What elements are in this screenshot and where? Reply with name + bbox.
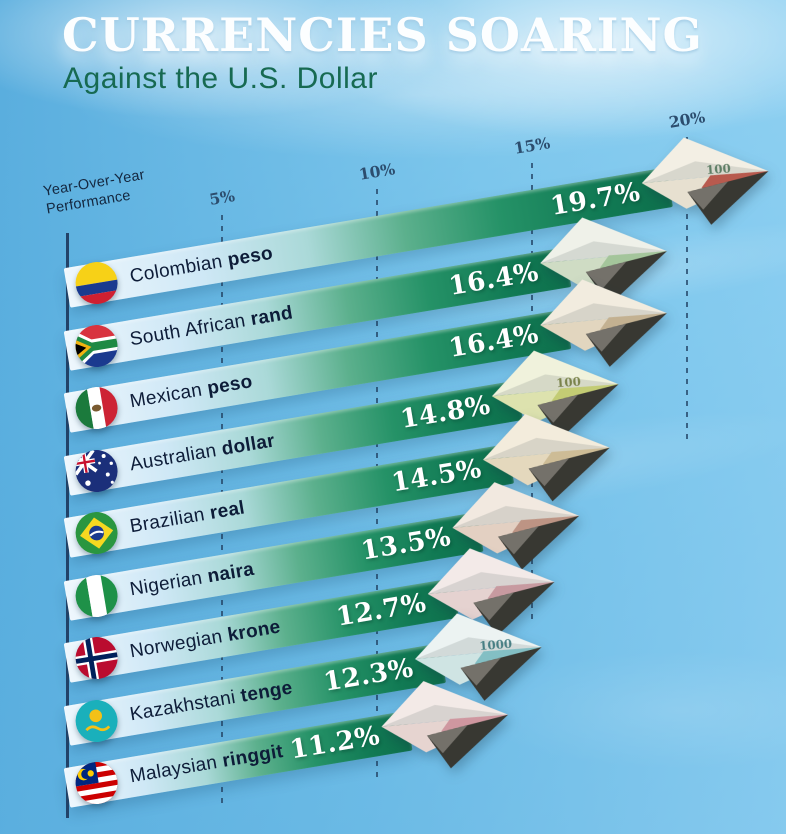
bar-row: Norwegian krone 12.7% — [63, 548, 555, 683]
svg-text:100: 100 — [706, 161, 732, 177]
country-name: Norwegian — [128, 626, 225, 663]
currency-name: real — [208, 497, 247, 524]
currency-label: Brazilian real — [127, 489, 248, 548]
australia-flag-icon — [72, 446, 121, 495]
currency-bar: Colombian peso 19.7% — [63, 167, 673, 308]
paper-plane-icon — [413, 528, 564, 649]
bar-row: Colombian peso 19.7% 100 — [63, 137, 769, 308]
paper-plane-icon: 100 — [627, 117, 778, 238]
currency-bar: South African rand 16.4% — [63, 246, 572, 371]
bar-row: Australian dollar 14.8% 100 — [63, 350, 619, 496]
currency-bar: Mexican peso 16.4% — [63, 309, 572, 433]
currency-label: Norwegian krone — [127, 608, 284, 673]
currency-bar: Kazakhstani tenge 12.3% — [63, 642, 447, 746]
country-name: Australian — [128, 439, 219, 475]
currency-name: ringgit — [220, 740, 285, 772]
country-name: Colombian — [128, 251, 225, 288]
bar-row: Mexican peso 16.4% — [63, 279, 667, 433]
brazil-flag-icon — [72, 508, 121, 558]
country-name: Nigerian — [128, 567, 204, 600]
currency-label: Colombian peso — [127, 234, 276, 297]
bar-value-label: 11.2% — [287, 720, 383, 766]
currency-label: South African rand — [127, 293, 296, 360]
paper-plane-icon — [526, 259, 677, 380]
axis-title: Year-Over-Year Performance — [42, 166, 149, 219]
currency-label: Mexican peso — [127, 362, 256, 422]
currency-name: krone — [226, 616, 283, 646]
currency-name: tenge — [239, 676, 295, 707]
currency-bar: Australian dollar 14.8% — [63, 380, 524, 496]
currency-bar: Malaysian ringgit 11.2% — [63, 711, 413, 808]
mexico-flag-icon — [72, 383, 121, 433]
paper-plane-icon: 1000 — [400, 593, 551, 714]
south-africa-flag-icon — [72, 321, 121, 370]
currency-name: rand — [249, 301, 295, 330]
currency-bar: Norwegian krone 12.7% — [63, 578, 459, 683]
bar-row: Kazakhstani tenge 12.3% 1000 — [63, 612, 542, 746]
page-title: CURRENCIES SOARING — [62, 8, 703, 62]
axis-tick-label: 10% — [357, 159, 397, 184]
axis-tick-label: 15% — [512, 133, 552, 158]
country-name: Malaysian — [128, 752, 219, 788]
axis-tick-label: 5% — [207, 186, 237, 209]
colombia-flag-icon — [72, 258, 121, 308]
country-name: Kazakhstani — [128, 686, 238, 725]
page-subtitle: Against the U.S. Dollar — [63, 62, 378, 95]
paper-plane-icon — [438, 461, 589, 582]
country-name: Brazilian — [128, 504, 207, 538]
country-name: South African — [128, 309, 248, 350]
country-name: Mexican — [128, 379, 204, 413]
bar-row: Malaysian ringgit 11.2% — [63, 681, 509, 808]
currency-name: dollar — [220, 429, 277, 460]
paper-plane-icon: 100 — [477, 330, 628, 451]
currency-label: Nigerian naira — [127, 549, 258, 609]
currency-label: Kazakhstani tenge — [127, 668, 296, 735]
currency-label: Malaysian ringgit — [127, 732, 287, 797]
malaysia-flag-icon — [72, 758, 121, 808]
currency-name: naira — [205, 558, 256, 587]
paper-plane-icon — [468, 394, 619, 515]
gridline-20% — [686, 137, 688, 443]
currency-name: peso — [205, 371, 255, 400]
bar-row: Brazilian real 14.5% — [63, 414, 610, 558]
kazakhstan-flag-icon — [72, 696, 121, 745]
paper-plane-icon — [367, 661, 518, 782]
currency-label: Australian dollar — [127, 421, 278, 485]
currency-bar: Nigerian naira 13.5% — [63, 511, 484, 621]
bar-value-label: 16.4% — [446, 256, 541, 302]
currency-name: peso — [226, 242, 275, 271]
currency-bar: Brazilian real 14.5% — [63, 444, 515, 558]
bar-row: Nigerian naira 13.5% — [63, 481, 580, 621]
svg-text:100: 100 — [556, 374, 582, 390]
norway-flag-icon — [72, 633, 121, 683]
nigeria-flag-icon — [72, 571, 121, 620]
svg-text:1000: 1000 — [479, 636, 513, 653]
